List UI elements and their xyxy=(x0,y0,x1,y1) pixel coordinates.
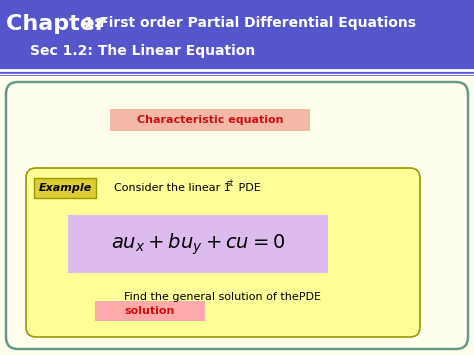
Text: solution: solution xyxy=(125,306,175,316)
Text: Characteristic equation: Characteristic equation xyxy=(137,115,283,125)
Text: PDE: PDE xyxy=(235,183,261,193)
Text: Sec 1.2: The Linear Equation: Sec 1.2: The Linear Equation xyxy=(30,44,255,58)
Bar xyxy=(68,215,328,273)
Bar xyxy=(34,178,96,198)
FancyBboxPatch shape xyxy=(6,82,468,349)
Bar xyxy=(110,109,310,131)
Text: Find the general solution of thePDE: Find the general solution of thePDE xyxy=(125,292,321,302)
Text: st: st xyxy=(227,180,234,189)
Text: $au_x + bu_y + cu = 0$: $au_x + bu_y + cu = 0$ xyxy=(111,231,285,257)
Text: 1:First order Partial Differential Equations: 1:First order Partial Differential Equat… xyxy=(84,16,416,30)
Text: Consider the linear 1: Consider the linear 1 xyxy=(114,183,231,193)
Text: Example: Example xyxy=(38,183,91,193)
FancyBboxPatch shape xyxy=(26,168,420,337)
Text: Chapter: Chapter xyxy=(6,14,114,34)
Bar xyxy=(0,0,474,76)
Bar xyxy=(95,301,205,321)
